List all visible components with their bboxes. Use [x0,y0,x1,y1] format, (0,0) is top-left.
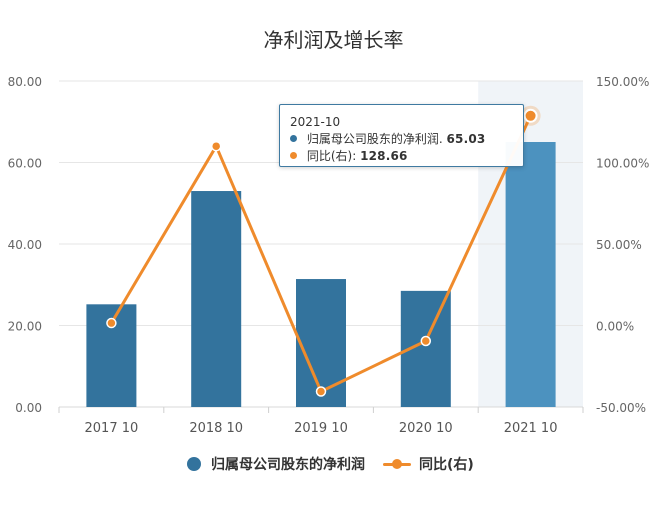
x-tick-label-3: 2020 10 [399,421,453,436]
legend-item-net-profit[interactable]: 归属母公司股东的净利润 [187,452,365,476]
tooltip-growth-value: 128.66 [360,149,408,163]
chart-tooltip: 2021-10 归属母公司股东的净利润. 65.03 同比(右): 128.66 [279,104,524,167]
legend-growth-dot [392,459,402,469]
tooltip-profit-dot [290,135,297,142]
tooltip-growth-dot [290,152,297,159]
growth-point-3[interactable] [420,335,432,347]
y-left-tick-label-3: 20.00 [8,320,42,334]
tooltip-profit-separator: . [438,132,447,146]
bar-1[interactable] [191,191,242,407]
tooltip-row-profit: 归属母公司股东的净利润. 65.03 [290,131,513,148]
growth-point-1[interactable] [210,140,222,152]
tooltip-growth-separator: : [352,149,361,163]
tooltip-profit-label: 归属母公司股东的净利润 [306,132,439,146]
growth-point-4[interactable] [523,108,538,123]
x-tick-label-1: 2018 10 [189,421,243,436]
y-left-tick-label-1: 60.00 [8,157,42,171]
growth-point-0[interactable] [106,317,117,329]
legend-item-growth[interactable]: 同比(右) [383,452,474,476]
chart-legend: 归属母公司股东的净利润 同比(右) [0,452,667,476]
y-right-tick-label-3: 0.00% [596,320,634,334]
plot-layer: 80.00 60.00 40.00 20.00 0.00 150.00% 100.00% 50… [8,75,650,436]
tooltip-row-growth: 同比(右): 128.66 [290,148,513,165]
tooltip-profit-value: 65.03 [446,132,486,146]
x-tick-label-0: 2017 10 [85,421,139,436]
y-right-tick-label-1: 100.00% [596,157,649,171]
chart-title: 净利润及增长率 [264,28,404,52]
tooltip-title-row: 2021-10 [290,114,513,131]
y-left-tick-label-2: 40.00 [8,238,42,252]
x-tick-label-4: 2021 10 [504,421,558,436]
y-left-tick-label-0: 80.00 [8,75,42,89]
tooltip-growth-label: 同比(右) [306,149,353,163]
growth-point-2[interactable] [315,386,327,397]
legend-net-profit-marker [187,457,201,471]
x-tick-label-2: 2019 10 [294,421,348,436]
y-right-tick-label-2: 50.00% [596,238,642,252]
bar-4[interactable] [505,142,556,407]
legend-growth-marker [383,457,411,471]
tooltip-title: 2021-10 [290,115,341,129]
legend-growth-label: 同比(右) [419,457,474,473]
y-right-tick-label-0: 150.00% [596,75,649,89]
bar-2[interactable] [296,279,346,407]
legend-net-profit-label: 归属母公司股东的净利润 [211,457,365,473]
y-right-tick-label-4: -50.00% [596,401,646,415]
y-left-tick-label-4: 0.00 [15,401,42,415]
